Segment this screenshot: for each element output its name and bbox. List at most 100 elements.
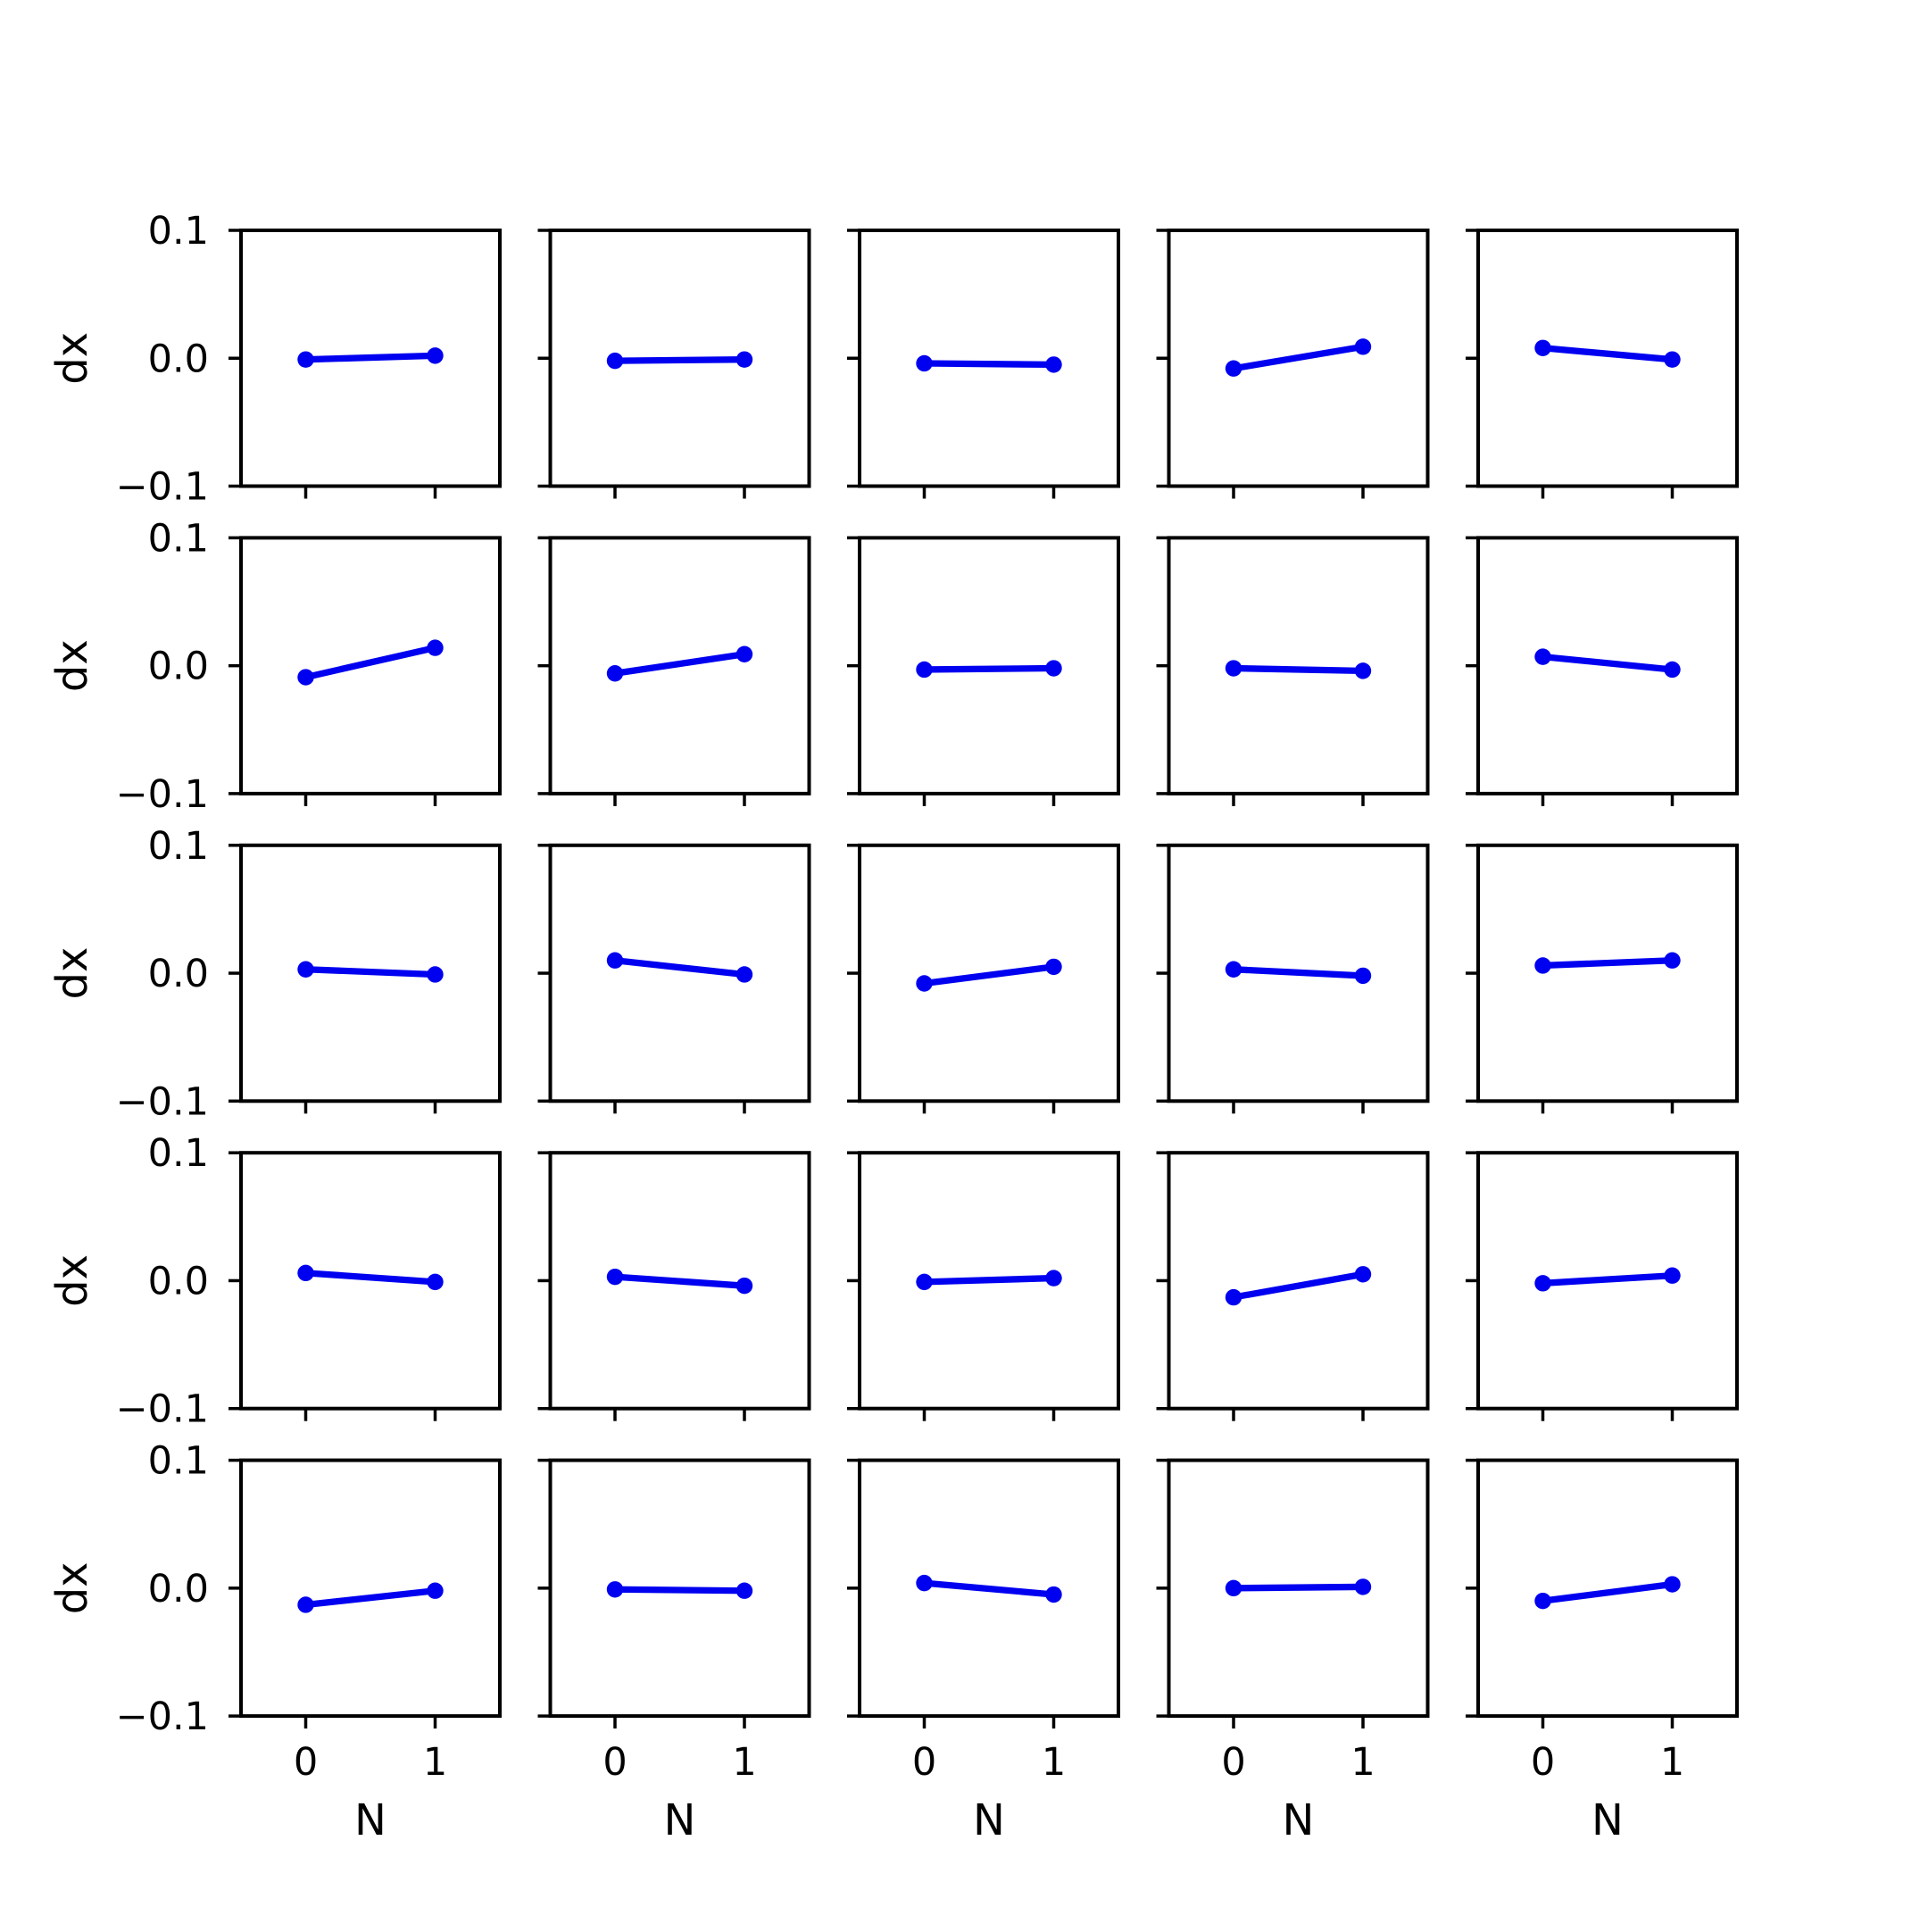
subplot-r1c5 — [1466, 229, 1739, 499]
x-axis-label: N — [1591, 1795, 1624, 1845]
subplot-r3c5 — [1466, 843, 1739, 1114]
subplot-r5c4: 0 1N — [1156, 1458, 1430, 1845]
data-line — [611, 651, 748, 677]
subplot-r5c5: 0 1N — [1466, 1458, 1739, 1845]
axes-frame — [858, 1458, 1120, 1719]
y-tick-label: 0.1 — [148, 1131, 209, 1176]
data-line — [302, 966, 439, 978]
axes-frame — [548, 229, 811, 488]
axes-frame — [239, 1151, 502, 1411]
subplot-r4c2 — [537, 1151, 811, 1421]
y-tick-label: 0.1 — [148, 824, 209, 869]
axes-frame — [1476, 843, 1739, 1103]
data-point-N1 — [735, 645, 753, 662]
y-tick-label: −0.1 — [116, 1079, 209, 1124]
data-point-N1 — [1664, 952, 1681, 969]
data-point-N1 — [1045, 1270, 1062, 1287]
axes-frame — [548, 1458, 811, 1719]
subplot-r1c1: 0.1 0.0 −0.1 dx — [47, 209, 502, 510]
subplot-r4c4 — [1156, 1151, 1430, 1421]
data-point-N0 — [1534, 1275, 1551, 1292]
data-line — [611, 356, 748, 364]
data-line — [1230, 1583, 1367, 1592]
data-point-N0 — [297, 351, 314, 368]
data-line — [920, 360, 1058, 369]
y-tick-label: −0.1 — [116, 465, 209, 510]
data-point-N0 — [297, 1264, 314, 1282]
y-axis-label: dx — [47, 639, 97, 692]
axes-frame — [1167, 1151, 1430, 1411]
data-line — [611, 1586, 748, 1595]
data-line — [302, 1270, 439, 1286]
data-point-N1 — [735, 351, 753, 368]
y-axis-label: dx — [47, 1254, 97, 1307]
y-tick-label: 0.1 — [148, 209, 209, 254]
subplot-r2c1: 0.1 0.0 −0.1 dx — [47, 516, 502, 817]
axes-frame — [858, 1151, 1120, 1411]
axes-frame — [1167, 229, 1430, 488]
data-line — [1230, 966, 1367, 979]
x-tick-label: 0 — [294, 1740, 318, 1785]
data-point-N0 — [1534, 1592, 1551, 1610]
axes-frame — [1167, 843, 1430, 1103]
data-point-N1 — [1664, 661, 1681, 679]
x-tick-label: 0 — [1221, 1740, 1245, 1785]
data-point-N0 — [1534, 648, 1551, 665]
axes-frame — [1476, 536, 1739, 795]
data-line — [302, 644, 439, 681]
subplot-r2c5 — [1466, 536, 1739, 806]
data-line — [1539, 957, 1676, 970]
y-tick-label: 0.1 — [148, 516, 209, 561]
y-axis-label: dx — [47, 1561, 97, 1614]
data-point-N0 — [297, 1596, 314, 1613]
data-point-N1 — [1354, 1578, 1372, 1595]
data-point-N0 — [1225, 660, 1242, 677]
subplot-r5c2: 0 1N — [537, 1458, 811, 1845]
y-tick-label: 0.1 — [148, 1439, 209, 1484]
data-line — [302, 352, 439, 363]
data-point-N0 — [1225, 1288, 1242, 1306]
subplot-r3c1: 0.1 0.0 −0.1 dx — [47, 824, 502, 1124]
subplot-r5c3: 0 1N — [847, 1458, 1120, 1845]
data-line — [1539, 1272, 1676, 1287]
subplot-r4c1: 0.1 0.0 −0.1 dx — [47, 1131, 502, 1432]
subplot-r3c3 — [847, 843, 1120, 1114]
data-line — [611, 1273, 748, 1289]
x-tick-label: 1 — [1350, 1740, 1375, 1785]
axes-frame — [858, 843, 1120, 1103]
subplot-r1c2 — [537, 229, 811, 499]
data-point-N1 — [735, 1277, 753, 1295]
data-line — [611, 957, 748, 978]
axes-frame — [1476, 1151, 1739, 1411]
x-tick-label: 1 — [732, 1740, 756, 1785]
data-point-N0 — [297, 961, 314, 978]
data-line — [1230, 664, 1367, 675]
data-point-N1 — [1045, 1586, 1062, 1603]
data-point-N1 — [427, 1273, 444, 1291]
axes-frame — [1167, 1458, 1430, 1719]
data-point-N0 — [606, 665, 624, 682]
data-point-N1 — [1354, 1266, 1372, 1283]
x-tick-label: 0 — [912, 1740, 936, 1785]
data-point-N0 — [1534, 957, 1551, 974]
axes-frame — [239, 229, 502, 488]
axes-frame — [1167, 536, 1430, 795]
data-line — [1539, 653, 1676, 673]
data-point-N1 — [1354, 662, 1372, 679]
data-point-N1 — [427, 966, 444, 983]
y-axis-label: dx — [47, 332, 97, 385]
x-axis-label: N — [1283, 1795, 1315, 1845]
data-point-N1 — [427, 639, 444, 656]
data-line — [920, 963, 1058, 987]
axes-frame — [239, 536, 502, 795]
data-line — [1230, 1270, 1367, 1301]
data-point-N0 — [606, 952, 624, 969]
x-tick-label: 0 — [602, 1740, 627, 1785]
data-line — [1539, 1580, 1676, 1604]
data-point-N0 — [916, 1273, 933, 1291]
data-point-N1 — [1045, 660, 1062, 677]
x-axis-label: N — [664, 1795, 696, 1845]
subplot-r2c3 — [847, 536, 1120, 806]
axes-frame — [1476, 229, 1739, 488]
